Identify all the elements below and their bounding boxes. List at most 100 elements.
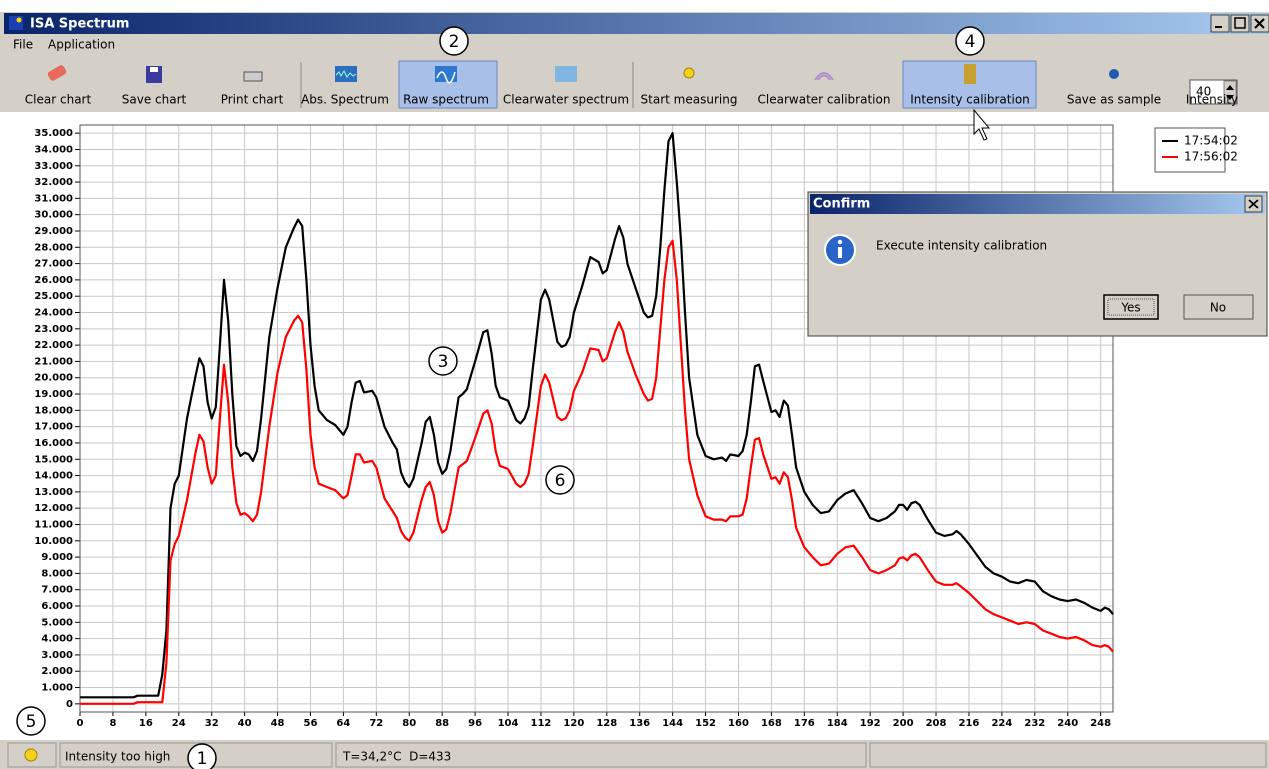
y-tick-label: 20.000 — [34, 373, 73, 384]
status-bar: Intensity too high T=34,2°C D=433 — [7, 742, 1267, 768]
y-tick-label: 10.000 — [34, 536, 73, 547]
window-buttons — [1210, 14, 1269, 33]
raw-spectrum-glyph — [436, 71, 456, 84]
close-glyph — [1254, 18, 1265, 29]
x-tick-label: 56 — [304, 718, 318, 729]
toolbar-button[interactable]: Intensity calibration — [910, 93, 1030, 107]
y-tick-label: 25.000 — [34, 291, 73, 302]
status-cell — [335, 742, 867, 768]
x-tick-label: 128 — [596, 718, 617, 729]
y-tick-label: 31.000 — [34, 193, 73, 204]
y-tick-label: 22.000 — [34, 340, 73, 351]
x-tick-label: 192 — [860, 718, 881, 729]
x-tick-label: 24 — [172, 718, 186, 729]
yes-label[interactable]: Yes — [1120, 301, 1140, 315]
toolbar-button[interactable]: Start measuring — [641, 93, 738, 107]
y-tick-label: 7.000 — [41, 585, 73, 596]
toolbar-button[interactable]: Raw spectrum — [403, 93, 489, 107]
y-tick-label: 11.000 — [34, 519, 73, 530]
x-tick-label: 144 — [662, 718, 683, 729]
no-label[interactable]: No — [1210, 301, 1226, 315]
top-margin — [0, 0, 1269, 12]
toolbar-button[interactable]: Print chart — [221, 93, 284, 107]
x-tick-label: 88 — [435, 718, 449, 729]
x-tick-label: 176 — [794, 718, 815, 729]
x-tick-label: 232 — [1024, 718, 1045, 729]
y-tick-label: 13.000 — [34, 487, 73, 498]
dialog-message: Execute intensity calibration — [876, 239, 1047, 253]
y-tick-label: 28.000 — [34, 242, 73, 253]
y-tick-label: 24.000 — [34, 308, 73, 319]
x-tick-label: 48 — [271, 718, 285, 729]
save-icon-label — [150, 67, 158, 72]
series-line — [80, 239, 1114, 705]
x-tick-label: 248 — [1090, 718, 1111, 729]
x-tick-label: 184 — [827, 718, 848, 729]
dialog-close-glyph — [1248, 199, 1259, 209]
x-tick-label: 120 — [563, 718, 584, 729]
toolbar-button[interactable]: Clear chart — [25, 93, 92, 107]
x-tick-label: 96 — [468, 718, 482, 729]
status-cell — [869, 742, 1267, 768]
x-tick-label: 168 — [761, 718, 782, 729]
calibration-icon — [814, 72, 834, 81]
clearwater-icon — [555, 66, 577, 82]
spinner-arrows[interactable] — [1223, 80, 1237, 104]
x-tick-label: 40 — [238, 718, 252, 729]
no-button[interactable] — [1183, 294, 1254, 320]
y-tick-label: 35.000 — [34, 128, 73, 139]
callout-circle — [16, 706, 46, 736]
series-line — [80, 132, 1114, 699]
maximize-glyph — [1234, 17, 1246, 29]
toolbar-button[interactable]: Clearwater spectrum — [503, 93, 629, 107]
info-glyph — [838, 247, 842, 258]
y-tick-label: 9.000 — [41, 552, 73, 563]
sample-icon — [1109, 69, 1119, 79]
y-tick-label: 14.000 — [34, 471, 73, 482]
callout-number: 2 — [449, 32, 460, 52]
minimize-button[interactable] — [1210, 14, 1230, 33]
plot-frame — [79, 124, 1114, 713]
x-tick-label: 0 — [77, 718, 84, 729]
status-readings: T=34,2°C D=433 — [342, 750, 451, 764]
intensity-value: 40 — [1196, 85, 1211, 99]
toolbar-button[interactable]: Intensity — [1186, 93, 1238, 107]
x-tick-label: 152 — [695, 718, 716, 729]
confirm-dialog: Confirm Execute intensity calibration Ye… — [807, 191, 1268, 337]
eraser-icon — [47, 65, 67, 81]
y-tick-label: 1.000 — [41, 683, 73, 694]
toolbar-button[interactable]: Save chart — [122, 93, 187, 107]
window-title: ISA Spectrum — [30, 17, 129, 32]
legend: 17:54:02 17:56:02 — [1162, 134, 1238, 164]
mouse-cursor — [973, 108, 991, 141]
callout-circle — [545, 465, 575, 495]
y-tick-label: 0 — [66, 699, 73, 710]
x-tick-label: 64 — [336, 718, 350, 729]
x-tick-label: 216 — [959, 718, 980, 729]
y-tick-label: 6.000 — [41, 601, 73, 612]
callout-number: 4 — [965, 32, 976, 52]
x-tick-label: 32 — [205, 718, 219, 729]
toolbar-button[interactable]: Abs. Spectrum — [301, 93, 389, 107]
y-tick-label: 5.000 — [41, 617, 73, 628]
y-tick-label: 32.000 — [34, 177, 73, 188]
callout-circle — [187, 743, 217, 769]
callout-circle — [955, 26, 985, 56]
toolbar-icons — [47, 64, 1238, 105]
toolbar-button[interactable]: Save as sample — [1067, 93, 1161, 107]
menu-file[interactable]: File — [13, 38, 33, 52]
menu-application[interactable]: Application — [48, 38, 115, 52]
x-tick-label: 208 — [926, 718, 947, 729]
y-tick-label: 23.000 — [34, 324, 73, 335]
intensity-icon — [964, 64, 976, 84]
y-tick-label: 2.000 — [41, 666, 73, 677]
x-tick-label: 72 — [369, 718, 383, 729]
toolbar-button[interactable]: Clearwater calibration — [758, 93, 891, 107]
callout-number: 3 — [438, 352, 449, 372]
y-tick-label: 3.000 — [41, 650, 73, 661]
callout-number: 5 — [26, 712, 37, 732]
app-icon-dot — [16, 17, 22, 23]
x-tick-label: 240 — [1057, 718, 1078, 729]
y-tick-label: 15.000 — [34, 454, 73, 465]
x-tick-label: 112 — [531, 718, 552, 729]
